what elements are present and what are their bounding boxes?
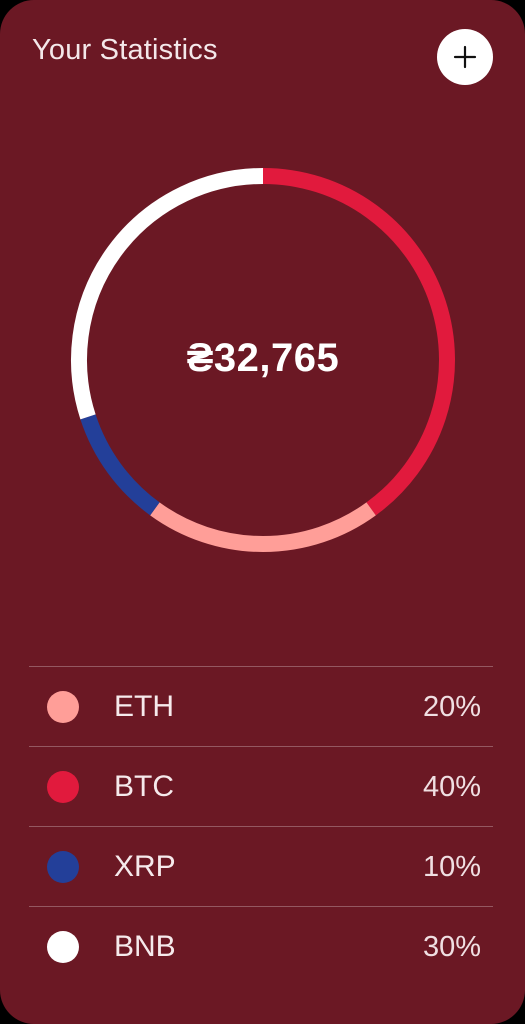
- donut-chart: [63, 160, 463, 560]
- bnb-color-dot: [47, 931, 79, 963]
- legend-item-xrp[interactable]: XRP 10%: [29, 827, 493, 907]
- page-title: Your Statistics: [32, 34, 218, 66]
- donut-segment-bnb: [71, 168, 264, 420]
- donut-segment-eth: [150, 502, 376, 552]
- coin-name: BNB: [114, 930, 176, 963]
- plus-icon: [437, 29, 493, 85]
- xrp-color-dot: [47, 851, 79, 883]
- eth-color-dot: [47, 691, 79, 723]
- add-button[interactable]: [437, 29, 493, 85]
- coin-name: BTC: [114, 770, 174, 803]
- coin-percent: 40%: [422, 771, 481, 803]
- legend-list: ETH 20% BTC 40% XRP 10% BNB 30%: [29, 666, 493, 986]
- total-balance: ₴32,765: [186, 336, 340, 380]
- coin-name: ETH: [114, 690, 174, 723]
- donut-segment-btc: [262, 168, 455, 516]
- legend-item-eth[interactable]: ETH 20%: [29, 667, 493, 747]
- legend-item-bnb[interactable]: BNB 30%: [29, 907, 493, 986]
- coin-percent: 30%: [422, 931, 481, 963]
- legend-item-btc[interactable]: BTC 40%: [29, 747, 493, 827]
- coin-percent: 10%: [422, 851, 481, 883]
- coin-name: XRP: [114, 850, 176, 883]
- donut-segment-xrp: [80, 414, 160, 516]
- coin-percent: 20%: [422, 691, 481, 723]
- btc-color-dot: [47, 771, 79, 803]
